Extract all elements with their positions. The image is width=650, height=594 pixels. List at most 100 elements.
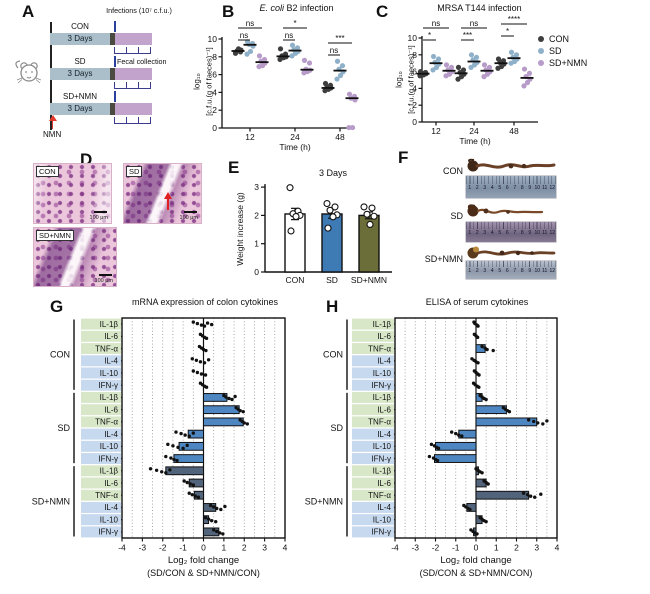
nmn-arrow-stem xyxy=(51,121,54,129)
red-arrow-stem xyxy=(167,199,169,210)
svg-text:IFN-γ: IFN-γ xyxy=(98,454,118,463)
svg-text:0: 0 xyxy=(201,543,206,553)
fecal-ticks-con xyxy=(113,47,152,55)
svg-text:-3: -3 xyxy=(139,543,147,553)
svg-text:Log₂ fold change: Log₂ fold change xyxy=(440,555,511,566)
svg-text:IL-10: IL-10 xyxy=(373,369,392,378)
svg-text:TNF-α: TNF-α xyxy=(368,344,391,353)
ruler-number: 8 xyxy=(520,268,524,275)
svg-text:ns: ns xyxy=(246,19,254,28)
svg-text:TNF-α: TNF-α xyxy=(368,491,391,500)
fecal-bracket xyxy=(113,123,152,124)
svg-text:IL-1β: IL-1β xyxy=(373,467,392,476)
svg-text:SD+NMN: SD+NMN xyxy=(32,496,70,506)
panel-label-e: E xyxy=(228,158,240,177)
svg-text:48: 48 xyxy=(509,126,519,136)
svg-text:0: 0 xyxy=(254,267,259,277)
histology-label-sd: SD xyxy=(126,166,143,177)
fecal-bracket xyxy=(113,53,152,54)
svg-text:IL-6: IL-6 xyxy=(104,332,118,341)
svg-text:IL-1β: IL-1β xyxy=(373,320,392,329)
chart-b-title-rest: B2 infection xyxy=(283,3,334,13)
ruler-number: 8 xyxy=(520,230,524,237)
svg-text:-4: -4 xyxy=(118,543,126,553)
nmn-arrow-icon xyxy=(48,115,57,121)
red-arrow-icon xyxy=(164,192,172,199)
panel-label-h: H xyxy=(326,297,339,316)
chart-e-ylabel: Weight increase (g) xyxy=(235,192,245,266)
svg-text:TNF-α: TNF-α xyxy=(368,418,391,427)
scalebar-text-sdnmn: 100 μm xyxy=(94,278,113,284)
ruler-number: 4 xyxy=(490,230,494,237)
svg-text:IL-4: IL-4 xyxy=(104,430,118,439)
infection-segment-sdnmn xyxy=(110,103,115,115)
duration-bar-con: 3 Days xyxy=(50,33,110,45)
svg-text:IL-6: IL-6 xyxy=(377,479,391,488)
ruler-number: 4 xyxy=(490,184,494,191)
infection-tick-sdnmn xyxy=(113,91,116,102)
ruler-sd: 1 2 3 4 5 6 7 8 9 10 11 12 xyxy=(466,222,556,242)
svg-text:1: 1 xyxy=(222,543,227,553)
chart-e-title: 3 Days xyxy=(318,168,347,178)
group-name-sdnmn: SD+NMN xyxy=(62,92,97,101)
chart-b-ylabel-log: log₁₀ xyxy=(192,73,202,90)
svg-text:IL-6: IL-6 xyxy=(377,332,391,341)
ruler-number: 2 xyxy=(475,268,479,275)
ruler-number: 10 xyxy=(534,268,541,275)
svg-text:***: *** xyxy=(335,34,344,43)
svg-text:Time (h): Time (h) xyxy=(459,136,490,146)
svg-text:*: * xyxy=(293,19,296,28)
chart-g-title: mRNA expression of colon cytokines xyxy=(131,297,279,307)
ruler-number: 12 xyxy=(549,268,556,275)
histology-label-con: CON xyxy=(36,166,59,177)
ruler-numbers: 1 2 3 4 5 6 7 8 9 10 11 12 xyxy=(466,184,556,198)
intestine-photo-sdnmn xyxy=(467,246,556,259)
fecal-tick xyxy=(125,47,128,53)
scalebar-sdnmn xyxy=(99,274,112,276)
group-name-sd: SD xyxy=(74,57,86,66)
svg-text:24: 24 xyxy=(290,132,300,142)
svg-text:2: 2 xyxy=(514,543,519,553)
legend-item-sdnmn: SD+NMN xyxy=(538,57,587,69)
svg-text:3: 3 xyxy=(534,543,539,553)
svg-text:(SD/CON & SD+NMN/CON): (SD/CON & SD+NMN/CON) xyxy=(147,568,260,578)
legend-label-con: CON xyxy=(549,34,569,44)
scalebar-text-sd: 100 μm xyxy=(179,215,198,221)
ruler-number: 6 xyxy=(505,268,509,275)
svg-text:CON: CON xyxy=(286,275,305,285)
svg-text:IL-6: IL-6 xyxy=(104,479,118,488)
svg-text:-4: -4 xyxy=(391,543,399,553)
svg-text:-3: -3 xyxy=(411,543,419,553)
ruler-number: 9 xyxy=(528,230,532,237)
ruler-number: 5 xyxy=(498,268,502,275)
svg-text:1: 1 xyxy=(254,239,259,249)
svg-text:(SD/CON & SD+NMN/CON): (SD/CON & SD+NMN/CON) xyxy=(420,568,533,578)
legend-dot-con xyxy=(538,36,544,42)
svg-text:IL-10: IL-10 xyxy=(373,442,392,451)
ruler-sdnmn: 1 2 3 4 5 6 7 8 9 10 11 12 xyxy=(466,261,556,279)
ruler-con: 1 2 3 4 5 6 7 8 9 10 11 12 xyxy=(466,176,556,198)
svg-text:IFN-γ: IFN-γ xyxy=(371,381,391,390)
chart-b-ylabel-units: [c.f.u.(g of faeces)⁻¹] xyxy=(204,47,214,116)
svg-text:-2: -2 xyxy=(432,543,440,553)
intestine-label-sdnmn: SD+NMN xyxy=(424,254,463,264)
ruler-number: 7 xyxy=(513,268,517,275)
fecal-tick xyxy=(149,117,152,123)
scalebar-con xyxy=(94,211,107,213)
ruler-number: 1 xyxy=(468,230,472,237)
svg-text:IFN-γ: IFN-γ xyxy=(371,528,391,537)
ruler-number: 8 xyxy=(520,184,524,191)
ruler-number: 3 xyxy=(483,184,487,191)
ruler-number: 3 xyxy=(483,230,487,237)
legend-label-sd: SD xyxy=(549,46,562,56)
intestine-label-sd: SD xyxy=(450,211,463,221)
svg-text:IL-1β: IL-1β xyxy=(100,393,119,402)
chart-c-ylabel-log: log₁₀ xyxy=(394,71,404,88)
fecal-tick xyxy=(149,47,152,53)
ruler-number: 11 xyxy=(542,268,548,275)
fecal-tick xyxy=(137,47,140,53)
svg-text:ns: ns xyxy=(470,19,478,28)
svg-text:ns: ns xyxy=(240,31,248,40)
fecal-tick xyxy=(149,82,152,88)
